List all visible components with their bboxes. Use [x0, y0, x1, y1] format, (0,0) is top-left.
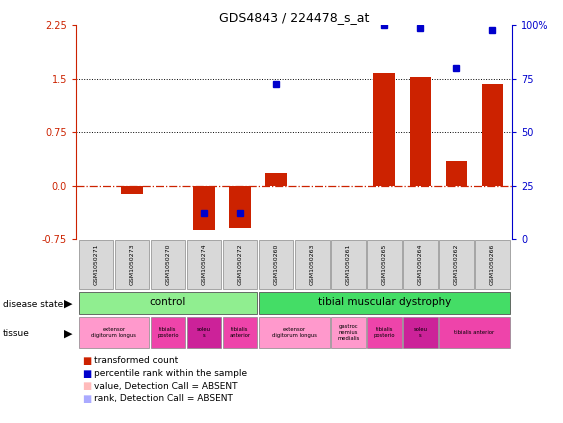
Bar: [373, 73, 395, 186]
Text: tibialis
anterior: tibialis anterior: [230, 327, 251, 338]
Text: gastroc
nemius
medialis: gastroc nemius medialis: [337, 324, 359, 341]
Text: percentile rank within the sample: percentile rank within the sample: [94, 369, 247, 378]
Bar: [259, 317, 329, 348]
Text: extensor
digitorum longus: extensor digitorum longus: [91, 327, 136, 338]
Title: GDS4843 / 224478_s_at: GDS4843 / 224478_s_at: [219, 11, 369, 24]
Bar: [475, 240, 510, 289]
Bar: [409, 77, 431, 186]
Bar: [187, 317, 221, 348]
Text: ▶: ▶: [64, 299, 73, 309]
Bar: [403, 317, 437, 348]
Text: GSM1050270: GSM1050270: [166, 244, 171, 285]
Text: rank, Detection Call = ABSENT: rank, Detection Call = ABSENT: [94, 394, 233, 404]
Text: ▶: ▶: [64, 328, 73, 338]
Bar: [121, 186, 142, 194]
Bar: [259, 240, 293, 289]
Text: value, Detection Call = ABSENT: value, Detection Call = ABSENT: [94, 382, 238, 391]
Bar: [331, 317, 365, 348]
Text: ■: ■: [82, 381, 91, 391]
Bar: [439, 317, 510, 348]
Bar: [259, 291, 510, 314]
Text: tissue: tissue: [3, 329, 30, 338]
Bar: [295, 240, 329, 289]
Text: GSM1050266: GSM1050266: [490, 244, 495, 285]
Bar: [223, 317, 257, 348]
Text: transformed count: transformed count: [94, 356, 178, 365]
Bar: [193, 186, 215, 230]
Text: GSM1050260: GSM1050260: [274, 244, 279, 285]
Text: GSM1050262: GSM1050262: [454, 244, 459, 285]
Text: GSM1050273: GSM1050273: [129, 244, 135, 285]
Bar: [331, 240, 365, 289]
Bar: [223, 240, 257, 289]
Bar: [78, 317, 149, 348]
Text: GSM1050265: GSM1050265: [382, 244, 387, 285]
Bar: [229, 186, 251, 228]
Text: control: control: [150, 297, 186, 308]
Bar: [403, 240, 437, 289]
Bar: [482, 85, 503, 186]
Bar: [446, 161, 467, 186]
Text: ■: ■: [82, 368, 91, 379]
Bar: [78, 291, 257, 314]
Bar: [187, 240, 221, 289]
Text: ■: ■: [82, 356, 91, 366]
Text: GSM1050263: GSM1050263: [310, 244, 315, 285]
Bar: [78, 240, 113, 289]
Bar: [367, 317, 401, 348]
Bar: [151, 317, 185, 348]
Text: GSM1050274: GSM1050274: [202, 244, 207, 285]
Text: GSM1050261: GSM1050261: [346, 244, 351, 285]
Text: GSM1050272: GSM1050272: [238, 244, 243, 285]
Bar: [151, 240, 185, 289]
Text: tibialis anterior: tibialis anterior: [454, 330, 494, 335]
Bar: [367, 240, 401, 289]
Bar: [439, 240, 473, 289]
Text: tibial muscular dystrophy: tibial muscular dystrophy: [318, 297, 451, 308]
Text: extensor
digitorum longus: extensor digitorum longus: [272, 327, 316, 338]
Text: ■: ■: [82, 394, 91, 404]
Bar: [115, 240, 149, 289]
Text: GSM1050264: GSM1050264: [418, 244, 423, 285]
Bar: [265, 173, 287, 186]
Text: tibialis
posterio: tibialis posterio: [157, 327, 178, 338]
Text: soleu
s: soleu s: [197, 327, 211, 338]
Text: disease state: disease state: [3, 299, 63, 309]
Text: GSM1050271: GSM1050271: [93, 244, 99, 285]
Text: tibialis
posterio: tibialis posterio: [374, 327, 395, 338]
Text: soleu
s: soleu s: [413, 327, 427, 338]
